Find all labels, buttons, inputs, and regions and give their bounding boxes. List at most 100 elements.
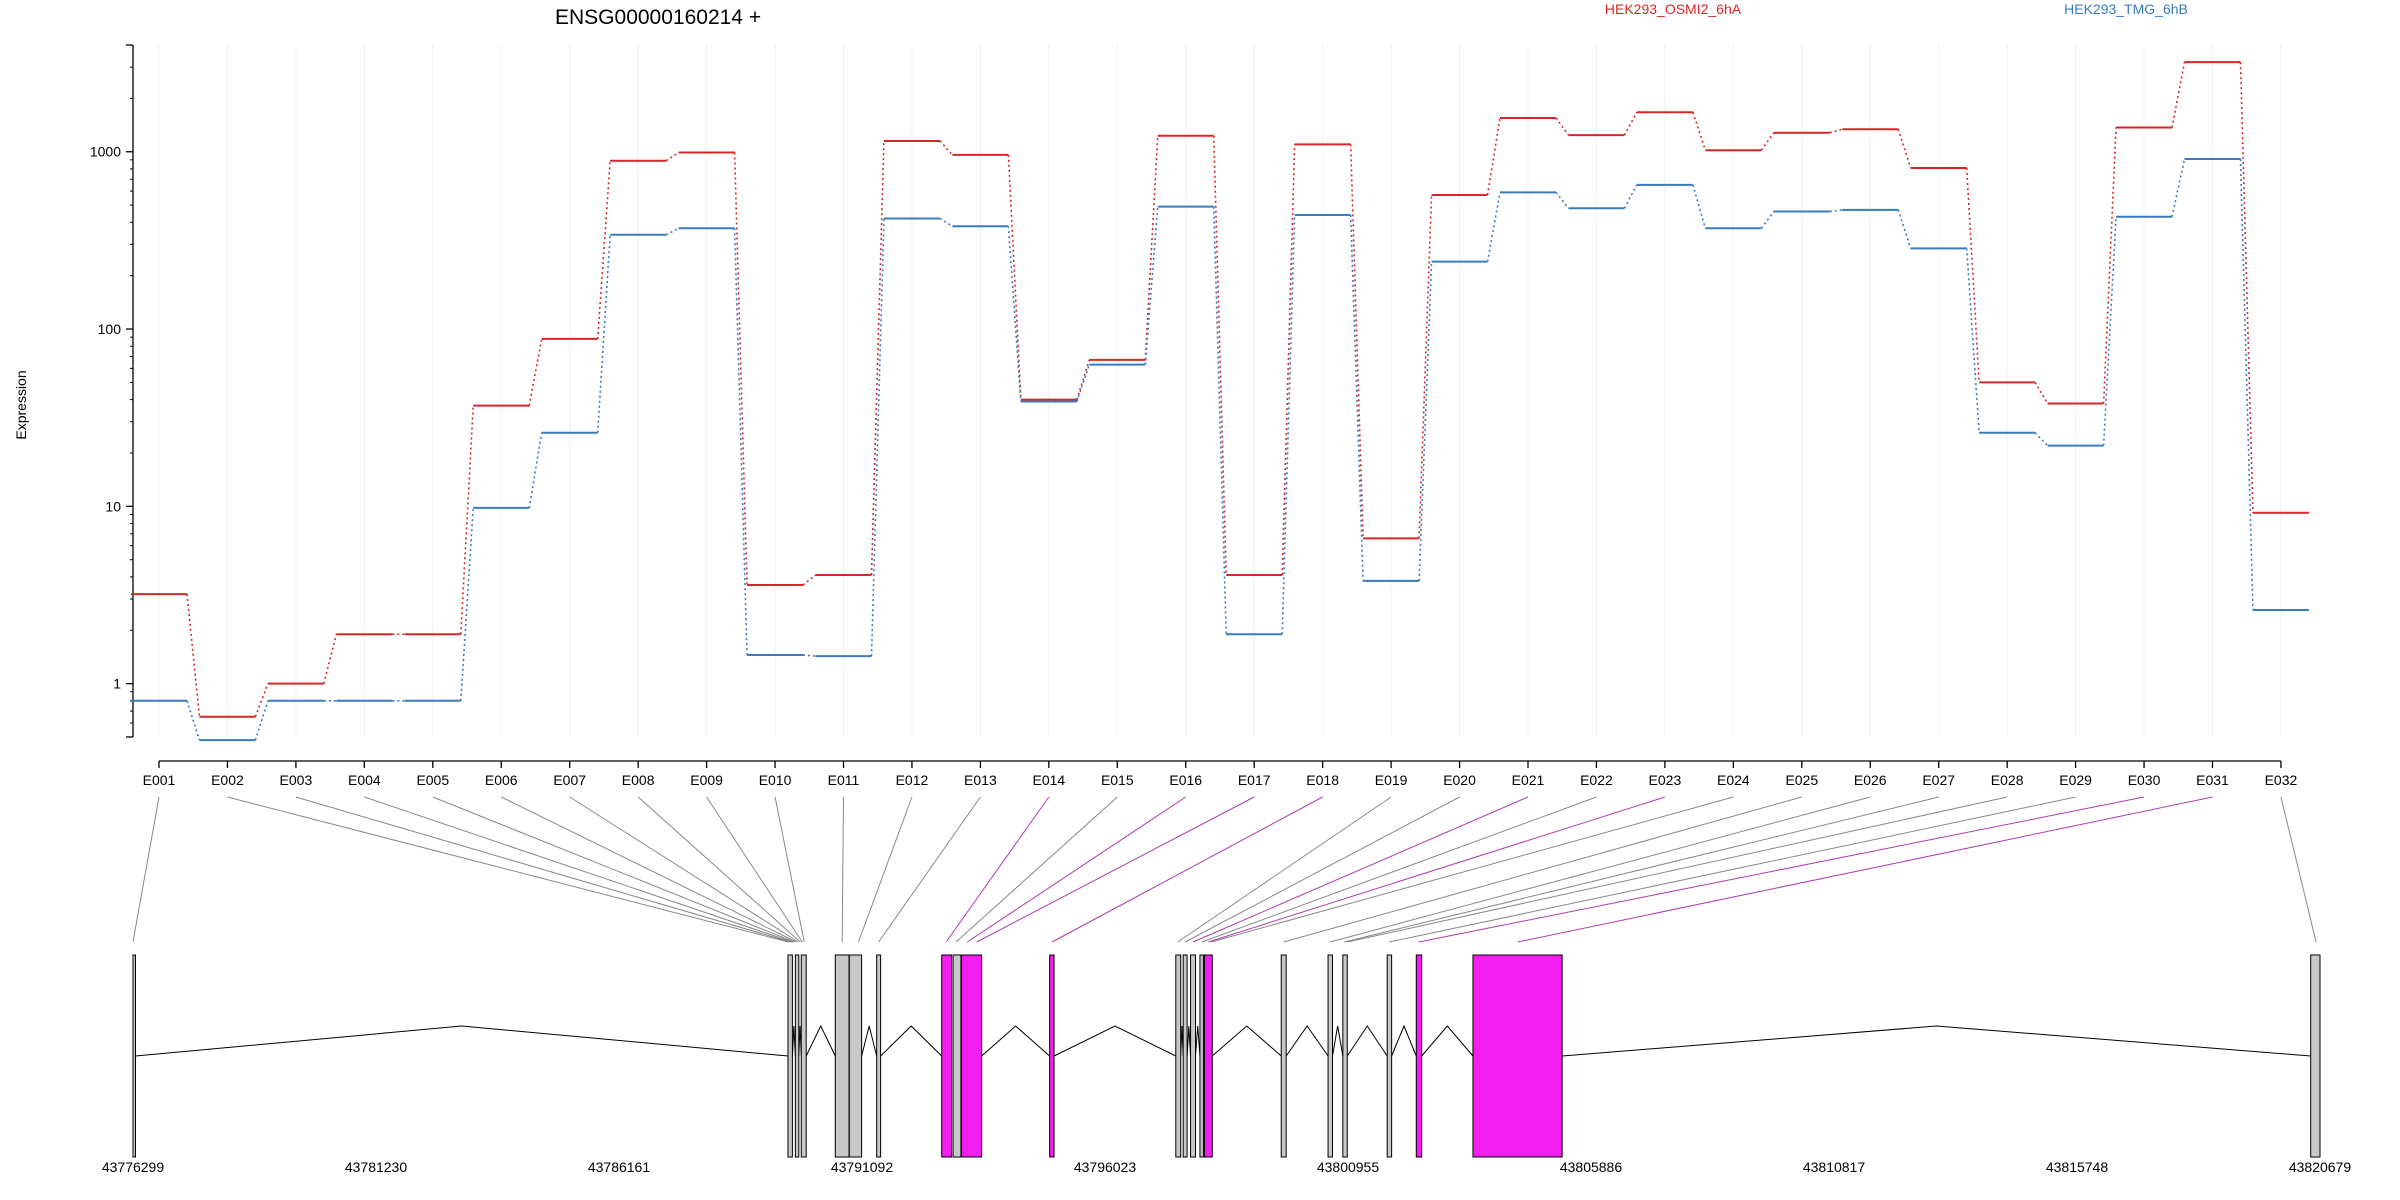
x-tick-label: E024 (1717, 772, 1750, 788)
series-connector (460, 405, 475, 635)
x-tick-label: E023 (1649, 772, 1682, 788)
exon-link (132, 796, 160, 943)
series-connector (1829, 128, 1843, 134)
exon-link (295, 796, 791, 943)
exon-link (841, 796, 844, 943)
exon-block (952, 954, 962, 1158)
x-tick-label: E027 (1922, 772, 1955, 788)
intron-line (1346, 1025, 1388, 1057)
series-1 (131, 61, 2309, 718)
series-connector (1144, 206, 1159, 365)
exon-link (1329, 796, 1871, 943)
x-tick-label: E020 (1443, 772, 1476, 788)
series-connector (939, 140, 953, 156)
exon-block (834, 954, 850, 1158)
exon-link (857, 796, 913, 943)
x-tick-label: E014 (1032, 772, 1065, 788)
x-tick-label: E005 (416, 772, 449, 788)
series-connector (1760, 132, 1775, 151)
exon-block (876, 954, 882, 1158)
x-tick-label: E026 (1854, 772, 1887, 788)
y-tick-label: 10 (105, 498, 121, 514)
legend-series-osmi2: HEK293_OSMI2_6hA (1605, 1, 1742, 17)
genomic-tick-label: 43776299 (102, 1159, 165, 1175)
intron-line (135, 1025, 789, 1057)
x-tick-label: E019 (1375, 772, 1408, 788)
axes: 1 10 100 1000 E001 E002 E003 E004 E005 E006 E007 E0… (90, 44, 2298, 788)
series-connector (1555, 191, 1570, 209)
exon-link-highlighted (967, 796, 1187, 943)
intron-line (1186, 1025, 1192, 1057)
series-connector (528, 432, 543, 509)
series-connector (802, 574, 817, 586)
exon-link-highlighted (945, 796, 1050, 943)
exon-block-highlighted (941, 954, 953, 1158)
exon-block (787, 954, 793, 1158)
x-tick-label: E016 (1169, 772, 1202, 788)
exon-block (1199, 954, 1204, 1158)
intron-line (981, 1025, 1050, 1057)
legend-series-tmg: HEK293_TMG_6hB (2064, 1, 2188, 17)
series-connector (1897, 128, 1912, 169)
series-connector (870, 218, 885, 657)
x-tick-label: E009 (690, 772, 723, 788)
series-connector (2034, 382, 2049, 404)
exon-link (364, 796, 793, 943)
x-tick-label: E013 (964, 772, 997, 788)
exon-link (1184, 796, 1460, 943)
exon-link-highlighted (976, 796, 1255, 943)
exon-link (227, 796, 789, 943)
series-connector (1212, 206, 1227, 635)
exon-link (774, 796, 805, 943)
series-connector (2239, 158, 2254, 611)
series-connector (1076, 364, 1091, 402)
exon-link-highlighted (1418, 796, 2145, 943)
exon-block-highlighted (1049, 954, 1055, 1158)
y-tick-label: 1000 (90, 144, 121, 160)
genomic-tick-label: 43810817 (1803, 1159, 1866, 1175)
exon-block-highlighted (1472, 954, 1563, 1158)
series-connector (2171, 62, 2186, 128)
x-tick-label: E010 (759, 772, 792, 788)
exon-link (637, 796, 801, 943)
genomic-tick-label: 43800955 (1317, 1159, 1380, 1175)
exon-block (2310, 954, 2321, 1158)
x-tick-label: E003 (280, 772, 313, 788)
exon-block (800, 954, 807, 1158)
intron-line (805, 1024, 836, 1057)
chart-title: ENSG00000160214 + (555, 6, 761, 29)
exon-link (955, 796, 1118, 943)
y-axis-label: Expression (13, 370, 29, 439)
genomic-tick-label: 43805886 (1560, 1159, 1623, 1175)
exon-block (1280, 954, 1287, 1158)
genomic-tick-label: 43786161 (588, 1159, 651, 1175)
series-connector (665, 227, 679, 236)
series-connector (1486, 192, 1501, 262)
series-connector (1281, 214, 1296, 635)
x-tick-label: E017 (1238, 772, 1271, 788)
series-connector (1486, 117, 1501, 196)
exon-block (848, 954, 863, 1158)
genomic-tick-label: 43820679 (2289, 1159, 2352, 1175)
series-connector (1281, 144, 1296, 576)
intron-line (880, 1025, 943, 1057)
intron-line (1285, 1025, 1329, 1057)
exon-link (878, 796, 981, 943)
gene-model: 43776299 43781230 43786161 43791092 43796023… (102, 954, 2352, 1175)
exon-block (1182, 954, 1188, 1158)
exon-block (794, 954, 800, 1158)
series-connector (1144, 135, 1159, 360)
x-tick-label: E006 (485, 772, 518, 788)
series-connector (1692, 184, 1707, 229)
series-connector (733, 228, 748, 656)
series-connector (254, 683, 269, 718)
x-tick-label: E011 (828, 772, 860, 788)
series-connector (186, 593, 201, 717)
exon-link (501, 796, 797, 943)
series-2 (131, 158, 2309, 742)
series-connector (1623, 184, 1638, 209)
exon-block-highlighted (1415, 954, 1423, 1158)
x-tick-label: E015 (1101, 772, 1134, 788)
intron-line (1195, 1025, 1201, 1057)
x-tick-label: E002 (211, 772, 244, 788)
